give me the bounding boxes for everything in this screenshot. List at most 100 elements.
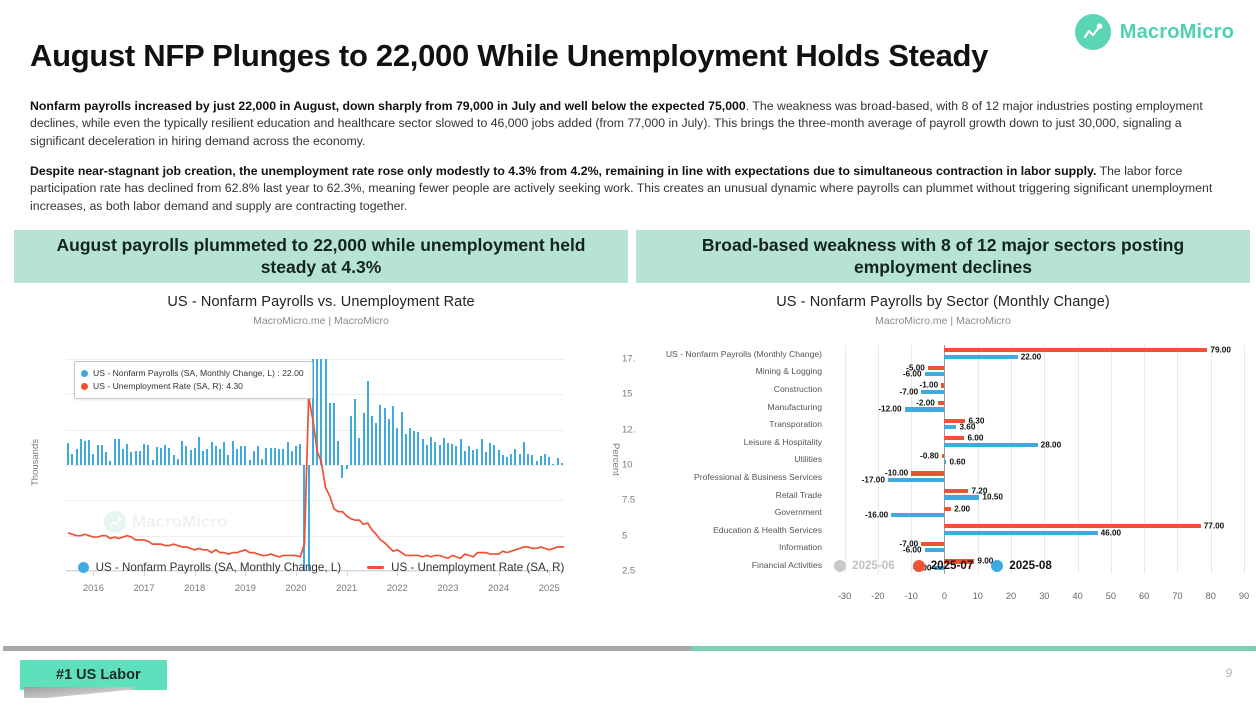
gridline [1110,415,1112,433]
payroll-bar [328,403,331,465]
sector-value-label: 7.20 [971,486,988,496]
panel-right-body: US - Nonfarm Payrolls by Sector (Monthly… [636,283,1250,632]
sector-row: Utilities -0.80 0.60 [636,450,1250,469]
legend-line-icon [367,566,385,569]
gridline [1177,380,1179,398]
sector-row: Leisure & Hospitality 6.00 28.00 [636,432,1250,451]
payroll-bar [168,448,171,465]
gridline [1110,397,1112,416]
gridline [911,450,913,469]
sector-value-label: -16.00 [865,510,889,520]
x-axis-tick: 2021 [336,583,358,594]
gridline [1177,450,1179,469]
page-number: 9 [1225,666,1232,680]
sector-plot: -7.00 -6.00 [828,538,1245,557]
gridline [1177,415,1179,433]
summary-paragraph-2-body: The labor force participation rate has d… [30,164,1213,213]
sector-bar [944,424,957,430]
sector-plot: 2.00 -16.00 [828,503,1245,521]
gridline [1044,556,1046,574]
zero-line [944,397,946,416]
y2-axis-tick: 5 [622,530,628,542]
gridline [844,397,846,416]
progress-track[interactable] [0,646,1256,651]
sector-bar [924,548,945,553]
payroll-bar [451,443,454,465]
gridline [1077,538,1079,557]
section-tag: #1 US Labor [20,660,167,690]
gridline [1011,503,1013,521]
legend-item-unemployment[interactable]: US - Unemployment Rate (SA, R) [367,561,564,574]
x-axis-tick-mark [296,571,297,576]
legend-item-payrolls[interactable]: US - Nonfarm Payrolls (SA, Monthly Chang… [77,561,341,574]
sector-bar [944,530,1098,535]
payroll-bar [235,448,238,465]
payroll-bar [501,455,504,465]
gridline [844,380,846,398]
gridline [844,485,846,504]
gridline [977,432,979,451]
legend-label-2025-08: 2025-08 [1009,559,1052,572]
x-axis-tick-mark [346,571,348,576]
payroll-bar [337,441,340,465]
gridline [1244,415,1245,433]
gridline [977,362,979,381]
gridline [844,450,846,469]
gridline [1144,432,1146,451]
payroll-bar [261,458,264,465]
payroll-bar [311,359,314,465]
x-axis-tick: 2019 [234,583,256,594]
gridline [1244,520,1245,539]
payroll-bar [332,403,335,465]
zero-line [944,485,946,504]
sector-label: Construction [773,383,822,394]
payroll-bar [257,445,260,465]
legend-item-2025-07[interactable]: 2025-07 [912,559,973,572]
gridline [1210,415,1212,433]
gridline [1210,380,1212,398]
gridline [1044,397,1046,416]
payroll-bar [387,419,390,465]
zero-line [944,538,946,557]
legend-item-2025-08[interactable]: 2025-08 [991,559,1052,572]
gridline [977,556,979,574]
gridline [911,397,913,416]
gridline [1210,538,1212,557]
sector-value-label: -1.00 [919,380,939,390]
payroll-bar [181,441,184,465]
sector-plot: 6.00 28.00 [828,432,1245,451]
gridline [877,468,879,486]
gridline [911,380,913,398]
sector-bar [927,365,945,370]
payroll-bar [417,432,420,465]
tooltip-unemployment-text: US - Unemployment Rate (SA, R): 4.30 [93,380,243,391]
payroll-bar [434,442,437,465]
payroll-bar [176,459,179,465]
payroll-bar [92,454,95,465]
payroll-bar [493,444,496,465]
gridline [977,485,979,504]
sector-value-label: -6.00 [902,545,922,555]
legend-item-2025-06[interactable]: 2025-06 [834,559,895,572]
gridline [1244,380,1245,398]
gridline [1011,556,1013,574]
gridline [66,500,564,502]
gridline [1210,362,1212,381]
gridline [877,362,879,381]
gridline [1077,415,1079,433]
gridline [1077,503,1079,521]
gridline [877,485,879,504]
payroll-bar [109,461,112,465]
gridline [877,503,879,521]
sector-bar [944,348,1208,353]
payroll-bar [159,448,162,465]
left-chart-title: US - Nonfarm Payrolls vs. Unemployment R… [167,294,475,310]
y2-axis-tick: 12.5 [622,424,641,436]
tooltip-payrolls-text: US - Nonfarm Payrolls (SA, Monthly Chang… [93,368,304,378]
right-chart: US - Nonfarm Payrolls (Monthly Change) 79… [636,345,1250,607]
sector-row: Government 2.00 -16.00 [636,503,1250,521]
x-axis-tick-mark [549,571,551,576]
payroll-bar [510,454,513,465]
gridline [66,535,564,537]
